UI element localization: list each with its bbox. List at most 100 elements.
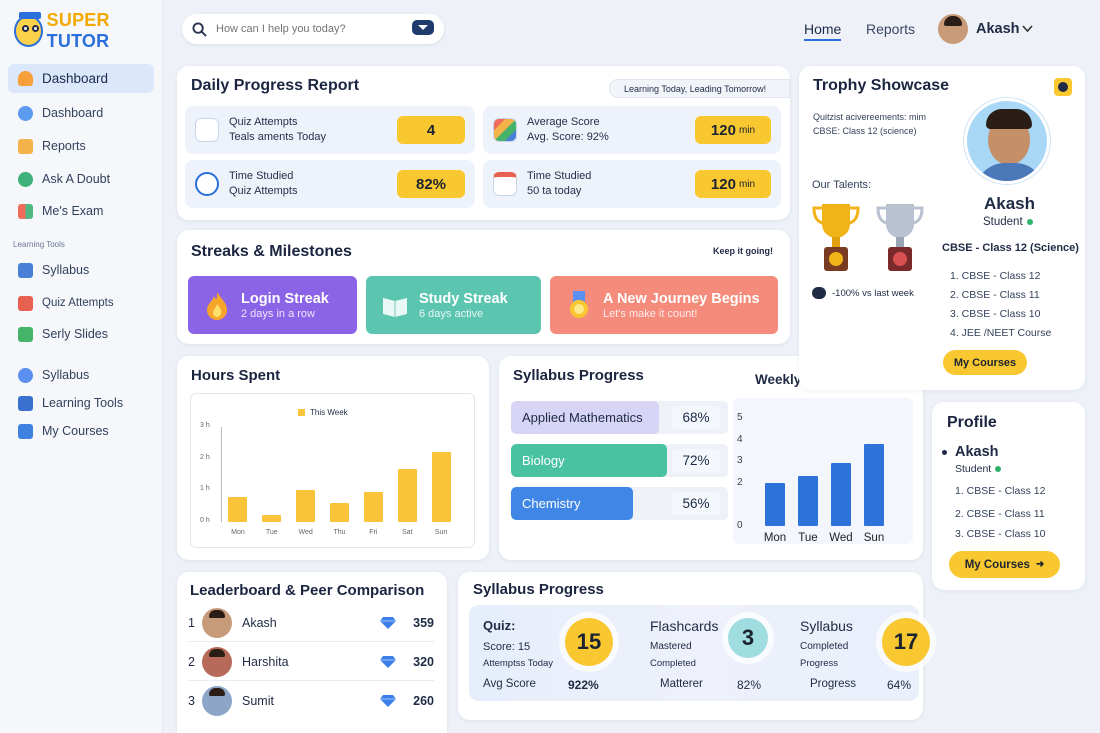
hours-x-tick: Sat <box>401 529 413 536</box>
hours-x-tick: Mon <box>231 529 245 536</box>
sidebar-item-quiz-attempts[interactable]: Quiz Attempts <box>8 290 154 316</box>
block-title: Quiz: <box>483 618 516 633</box>
block-foot-value: 64% <box>887 678 912 692</box>
info-icon[interactable] <box>1054 78 1072 96</box>
sidebar-item-ask-doubt[interactable]: Ask A Doubt <box>8 166 154 192</box>
hours-legend: This Week <box>298 408 348 417</box>
subject-label: Chemistry <box>522 496 581 511</box>
summary-block-quiz[interactable]: Quiz: Score: 15 Attemptss Today 15 Avg Score… <box>483 612 613 698</box>
weekly-bar-wed[interactable] <box>831 463 851 526</box>
my-courses-button[interactable]: My Courses <box>943 350 1027 375</box>
course-item: 3. CBSE - Class 10 <box>950 308 1041 320</box>
login-streak-card[interactable]: Login Streak 2 days in a row <box>188 276 357 334</box>
sidebar-item-syllabus[interactable]: Syllabus <box>8 257 154 283</box>
stat-tile-avg-score[interactable]: Average Score Avg. Score: 92% 120 min <box>483 106 781 154</box>
chevron-down-icon[interactable] <box>1022 25 1033 33</box>
sidebar-item-dashboard-active[interactable]: Dashboard <box>8 64 154 93</box>
block-big-number: 3 <box>728 618 768 658</box>
sidebar-item-label: Dashboard <box>42 106 104 120</box>
search-bar[interactable] <box>182 14 444 44</box>
tile-sublabel: 50 ta today <box>527 185 582 197</box>
hours-x-tick: Fri <box>369 529 378 536</box>
leaderboard-row[interactable]: 3 Sumit 260 <box>188 682 434 720</box>
weekly-bar-tue[interactable] <box>798 476 818 526</box>
streaks-note: Keep it going! <box>713 246 773 256</box>
study-streak-card[interactable]: Study Streak 6 days active <box>366 276 541 334</box>
sidebar: SUPER TUTOR Dashboard Dashboard Reports … <box>0 0 163 733</box>
clock-icon <box>195 172 219 196</box>
nav-home[interactable]: Home <box>804 21 842 41</box>
hours-x-tick: Sun <box>434 529 448 536</box>
weekly-chart-frame <box>733 398 913 544</box>
slides-icon <box>18 326 33 342</box>
weekly-bar-mon[interactable] <box>765 482 785 526</box>
summary-block-syllabus[interactable]: Syllabus Completed Progress 17 Progress 64% <box>800 612 930 698</box>
block-title: Syllabus <box>800 618 853 634</box>
stat-tile-time-studied-2[interactable]: Time Studied 50 ta today 120 min <box>483 160 781 208</box>
search-input[interactable] <box>216 23 403 35</box>
hours-bar-thu[interactable] <box>330 502 349 522</box>
streak-subtitle: 2 days in a row <box>241 308 315 320</box>
user-name[interactable]: Akash <box>976 21 1020 37</box>
weekly-x-tick: Sun <box>863 532 885 544</box>
weekly-bar-sun[interactable] <box>864 443 884 526</box>
weekly-x-tick: Mon <box>763 532 787 544</box>
diamond-icon <box>380 616 396 629</box>
sidebar-item-dashboard[interactable]: Dashboard <box>8 100 154 126</box>
dashboard-icon <box>18 71 33 86</box>
block-big-number: 17 <box>882 618 930 666</box>
syllabus-row-chemistry[interactable]: Chemistry 56% <box>511 487 728 520</box>
user-avatar[interactable] <box>938 14 968 44</box>
summary-panel <box>469 605 919 701</box>
summary-block-flashcards[interactable]: Flashcards Mastered Completed 3 Matterer 82% <box>650 612 780 698</box>
trophy-delta: -100% vs last week <box>832 288 914 299</box>
legend-swatch <box>298 409 305 416</box>
hours-bar-fri[interactable] <box>363 492 383 522</box>
profile-my-courses-button[interactable]: My Courses ➜ <box>949 551 1060 578</box>
tile-value: 4 <box>397 116 465 144</box>
sidebar-item-exam[interactable]: Me's Exam <box>8 198 154 224</box>
hours-bar-mon[interactable] <box>228 497 248 522</box>
sidebar-item-my-courses[interactable]: My Courses <box>8 418 154 444</box>
chat-send-icon[interactable] <box>412 20 434 38</box>
sidebar-item-reports[interactable]: Reports <box>8 133 154 159</box>
streak-title: Study Streak <box>419 291 508 307</box>
block-line2: Progress <box>800 658 839 669</box>
tools-icon <box>18 395 33 411</box>
brand-name: SUPER TUTOR <box>46 10 110 51</box>
avatar <box>202 646 232 677</box>
sidebar-item-label: Syllabus <box>42 263 90 277</box>
hours-bar-wed[interactable] <box>296 490 316 522</box>
hours-bar-sun[interactable] <box>431 451 451 522</box>
hours-x-tick: Tue <box>265 529 278 536</box>
leaderboard-row[interactable]: 1 Akash 359 <box>188 604 434 642</box>
stat-tile-quiz[interactable]: Quiz Attempts Teals aments Today 4 <box>185 106 475 154</box>
role-label: Student <box>983 216 1023 228</box>
leaderboard-row[interactable]: 2 Harshita 320 <box>188 643 434 681</box>
new-journey-card[interactable]: A New Journey Begins Let's make it count! <box>550 276 778 334</box>
sidebar-item-slides[interactable]: Serly Slides <box>8 321 154 347</box>
sidebar-item-syllabus-2[interactable]: Syllabus <box>8 362 154 388</box>
progress-fill <box>511 401 659 434</box>
hours-bar-sat[interactable] <box>397 469 417 522</box>
courses-icon <box>18 423 33 439</box>
nav-reports[interactable]: Reports <box>866 21 916 37</box>
trophy-user-role: Student <box>983 216 1033 228</box>
button-label: My Courses <box>964 558 1030 571</box>
sidebar-item-learning-tools[interactable]: Learning Tools <box>8 390 154 416</box>
sidebar-item-label: Dashboard <box>42 71 109 86</box>
block-foot-label: Avg Score <box>483 678 536 690</box>
syllabus-row-biology[interactable]: Biology 72% <box>511 444 728 477</box>
stat-tile-time-studied[interactable]: Time Studied Quiz Attempts 82% <box>185 160 475 208</box>
tile-label: Time Studied <box>229 170 294 182</box>
sidebar-item-label: Quiz Attempts <box>42 297 114 309</box>
online-status-icon <box>1026 219 1033 225</box>
hours-bar-tue[interactable] <box>262 514 282 522</box>
medal-icon <box>570 291 588 318</box>
course-item: 4. JEE /NEET Course <box>950 327 1052 339</box>
trophy-title: Trophy Showcase <box>813 77 950 94</box>
syllabus-row-applied-mathematics[interactable]: Applied Mathematics 68% <box>511 401 728 434</box>
block-line1: Score: 15 <box>483 641 531 653</box>
brand-logo[interactable]: SUPER TUTOR <box>14 10 162 52</box>
tile-label: Quiz Attempts <box>229 116 298 128</box>
